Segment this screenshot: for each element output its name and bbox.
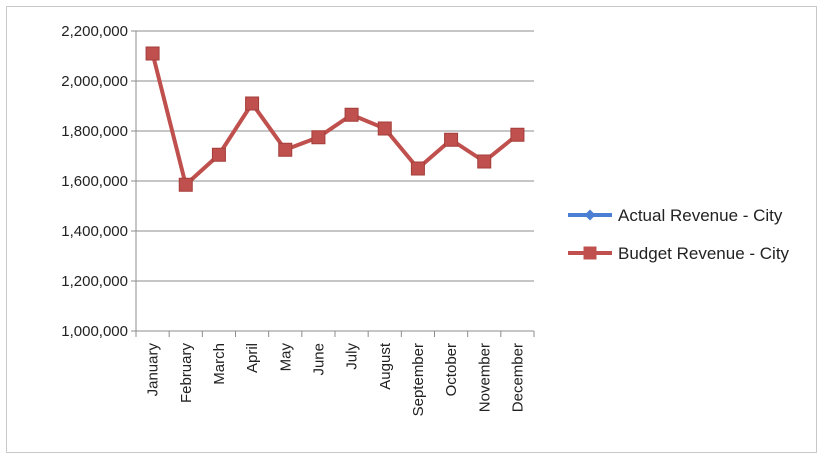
data-point-marker	[444, 132, 459, 147]
data-point-marker	[278, 142, 293, 157]
series-line	[150, 53, 519, 187]
y-tick-label: 1,000,000	[61, 323, 128, 340]
x-tick-label: June	[310, 343, 327, 376]
gridlines	[136, 30, 534, 282]
legend-label: Actual Revenue - City	[618, 206, 783, 225]
legend: Actual Revenue - City Budget Revenue - Ci…	[568, 206, 790, 263]
data-point-marker	[510, 127, 525, 142]
series	[145, 46, 525, 192]
y-axis-tick-labels: 1,000,000 1,200,000 1,400,000 1,600,000 1,80…	[61, 23, 128, 340]
y-tick-label: 2,200,000	[61, 23, 128, 40]
axes	[131, 30, 535, 337]
data-point-marker	[344, 107, 359, 122]
x-tick-label: October	[443, 343, 460, 396]
data-point-marker	[145, 46, 160, 61]
legend-marker-square	[583, 246, 597, 260]
x-tick-label: November	[476, 343, 493, 412]
x-tick-label: January	[145, 343, 162, 397]
y-tick-label: 1,400,000	[61, 223, 128, 240]
x-tick-label: August	[377, 342, 394, 390]
data-point-marker	[245, 96, 260, 111]
x-tick-label: July	[344, 343, 361, 370]
y-tick-label: 1,600,000	[61, 173, 128, 190]
legend-label: Budget Revenue - City	[618, 244, 790, 263]
x-tick-label: April	[244, 343, 261, 373]
legend-marker-diamond	[584, 209, 596, 221]
x-tick-label: September	[410, 343, 427, 416]
x-tick-label: February	[178, 343, 195, 404]
data-point-marker	[410, 161, 425, 176]
data-point-marker	[477, 154, 492, 169]
data-point-marker	[311, 130, 326, 145]
data-point-marker	[211, 147, 226, 162]
y-tick-label: 1,800,000	[61, 123, 128, 140]
y-tick-label: 2,000,000	[61, 73, 128, 90]
y-tick-label: 1,200,000	[61, 273, 128, 290]
data-point-marker	[377, 121, 392, 136]
data-point-marker	[178, 177, 193, 192]
x-tick-label: December	[509, 343, 526, 412]
x-tick-label: March	[211, 343, 228, 385]
x-axis-tick-labels: January February March April May June July Augu…	[145, 342, 527, 416]
x-tick-label: May	[277, 343, 294, 372]
